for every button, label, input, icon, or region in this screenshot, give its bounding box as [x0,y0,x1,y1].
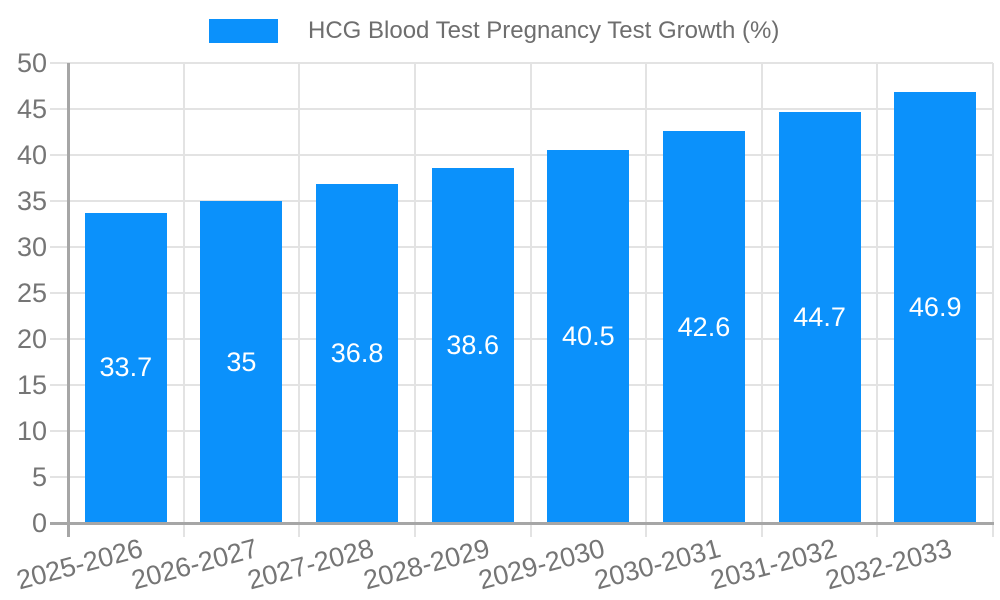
bar [894,91,977,522]
gridline-vertical [182,63,185,537]
bar [547,150,630,522]
legend-swatch [209,19,278,43]
bar [778,111,861,522]
bar [84,212,167,522]
y-axis-tick-label: 10 [16,416,47,446]
bar [431,167,514,522]
bar-value-label: 46.9 [908,291,962,322]
y-axis-line [67,63,70,537]
gridline-horizontal [50,292,993,294]
x-axis-line [50,522,994,525]
bar-value-label: 35 [226,346,257,377]
y-axis-tick-label: 20 [16,324,47,354]
gridline-horizontal [50,338,993,340]
gridline-vertical [876,63,879,537]
bar-value-label: 36.8 [330,338,384,369]
legend-label: HCG Blood Test Pregnancy Test Growth (%) [308,17,780,44]
y-axis-tick-label: 45 [16,94,47,124]
y-axis-tick-label: 0 [31,508,47,538]
y-axis-tick-label: 35 [16,186,47,216]
gridline-vertical [529,63,532,537]
bar [200,201,283,522]
gridline-vertical [298,63,301,537]
y-axis-tick-label: 50 [16,48,47,78]
bar-value-label: 40.5 [562,321,615,352]
gridline-horizontal [50,430,993,432]
gridline-horizontal [50,476,993,478]
gridline-horizontal [50,154,993,156]
gridline-vertical [413,63,416,537]
gridline-horizontal [50,200,993,202]
y-axis-tick-label: 30 [16,232,47,262]
y-axis-tick-label: 25 [16,278,47,308]
bar-value-label: 33.7 [99,352,153,383]
gridline-vertical [992,63,994,537]
y-axis-tick-label: 5 [31,462,47,492]
gridline-horizontal [50,246,993,248]
y-axis-tick-label: 40 [16,140,47,170]
gridline-vertical [645,63,648,537]
bar [316,184,399,522]
bar-value-label: 44.7 [793,301,846,332]
y-axis-tick-label: 15 [16,370,47,400]
gridline-horizontal [50,384,993,386]
gridline-horizontal [50,108,993,110]
bar [662,131,745,522]
bar-value-label: 38.6 [446,329,499,360]
gridline-horizontal [50,62,993,64]
gridline-vertical [760,63,763,537]
bar-value-label: 42.6 [677,311,731,342]
